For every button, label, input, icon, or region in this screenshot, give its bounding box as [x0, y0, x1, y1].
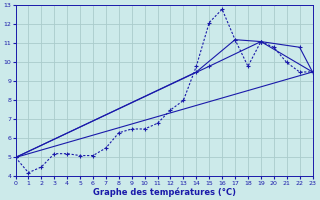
X-axis label: Graphe des températures (°C): Graphe des températures (°C): [92, 187, 236, 197]
